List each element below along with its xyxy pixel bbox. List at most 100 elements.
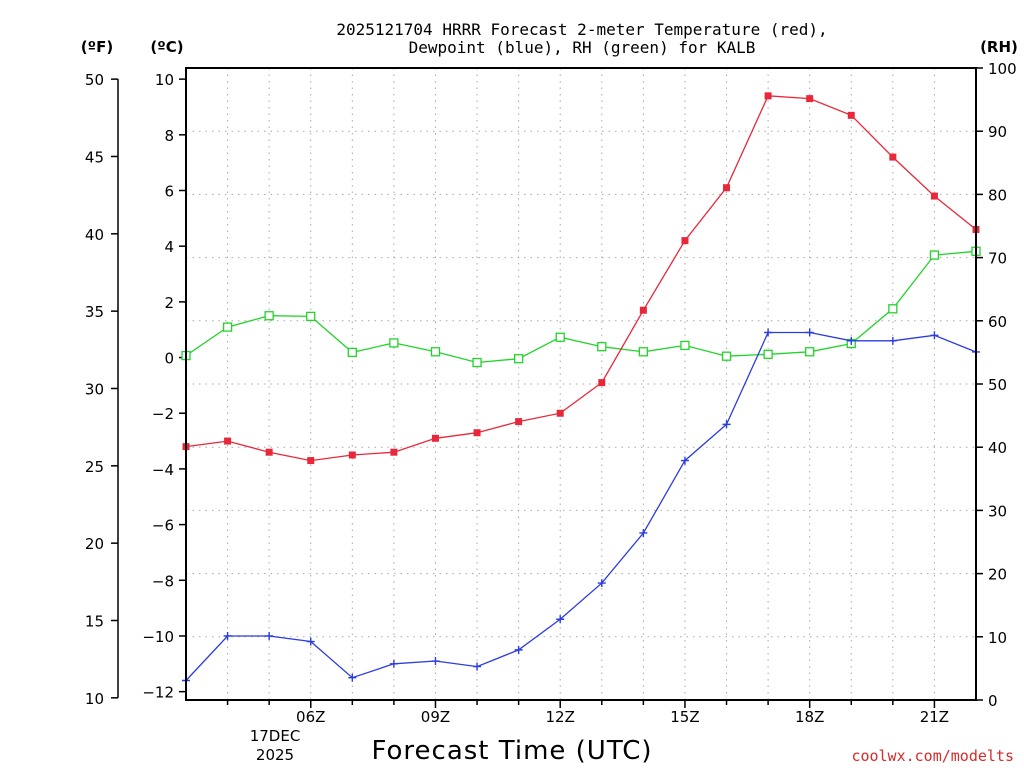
x-tick-label: 21Z xyxy=(920,708,949,726)
fahrenheit-tick-label: 10 xyxy=(85,690,104,708)
rh-point xyxy=(680,340,690,351)
temperature-point xyxy=(515,418,523,426)
fahrenheit-tick-label: 35 xyxy=(85,303,104,321)
temperature-point xyxy=(431,434,439,442)
date-label-day: 17DEC xyxy=(250,727,301,745)
celsius-tick-label: −10 xyxy=(142,628,174,646)
rh-point xyxy=(264,311,274,321)
rh-tick-label: 90 xyxy=(988,123,1007,141)
credit-text: coolwx.com/modelts xyxy=(851,747,1014,765)
rh-point xyxy=(638,347,649,357)
celsius-tick-label: −2 xyxy=(152,405,174,423)
dewpoint-point xyxy=(722,420,731,429)
fahrenheit-unit-label: (ºF) xyxy=(81,38,113,56)
dewpoint-line xyxy=(185,331,977,681)
dewpoint-point xyxy=(847,336,856,345)
temperature-point xyxy=(889,153,897,161)
rh-point xyxy=(222,322,233,332)
fahrenheit-tick-label: 25 xyxy=(85,458,104,476)
dewpoint-point xyxy=(805,328,814,337)
celsius-tick-label: 8 xyxy=(164,127,174,145)
chart-title-line-2: Dewpoint (blue), RH (green) for KALB xyxy=(409,38,756,57)
celsius-tick-label: 10 xyxy=(155,71,174,89)
celsius-tick-label: 0 xyxy=(164,350,174,368)
x-axis-title: Forecast Time (UTC) xyxy=(371,736,652,766)
temperature-point xyxy=(390,448,398,456)
rh-point xyxy=(389,338,399,348)
rh-tick-label: 100 xyxy=(988,60,1017,78)
rh-point xyxy=(513,354,524,364)
grid-lines xyxy=(186,68,976,700)
fahrenheit-tick-label: 15 xyxy=(85,612,104,630)
x-tick-label: 18Z xyxy=(795,708,824,726)
dewpoint-point xyxy=(597,579,606,588)
fahrenheit-axis: 50 45 40 35 30 25 20 15 10 xyxy=(85,71,119,708)
plot-series xyxy=(181,92,981,685)
celsius-axis: 10 8 6 4 2 0 −2 −4 −6 −8 −10 −12 xyxy=(142,71,186,702)
temperature-point xyxy=(556,409,564,417)
celsius-tick-label: −8 xyxy=(152,572,174,590)
dewpoint-point xyxy=(265,631,274,640)
dewpoint-point xyxy=(348,673,357,682)
celsius-tick-label: −4 xyxy=(152,461,174,479)
celsius-tick-label: 4 xyxy=(164,238,174,256)
temperature-point xyxy=(639,306,647,314)
dewpoint-point xyxy=(473,662,482,671)
rh-tick-label: 50 xyxy=(988,376,1007,394)
temperature-point xyxy=(723,184,731,192)
rh-point xyxy=(347,347,357,358)
chart-title-line-1: 2025121704 HRRR Forecast 2-meter Tempera… xyxy=(336,20,827,39)
temperature-point xyxy=(598,379,606,387)
rh-tick-label: 80 xyxy=(988,186,1007,204)
rh-tick-label: 30 xyxy=(988,502,1007,520)
celsius-tick-label: −6 xyxy=(152,517,174,535)
temperature-point xyxy=(681,237,689,245)
temperature-point xyxy=(224,437,232,445)
rh-tick-label: 0 xyxy=(988,692,998,710)
celsius-tick-label: 2 xyxy=(164,294,174,312)
fahrenheit-tick-label: 45 xyxy=(85,148,104,166)
temperature-point xyxy=(930,192,938,200)
rh-point xyxy=(430,347,441,357)
rh-unit-label: (RH) xyxy=(980,38,1018,56)
dewpoint-point xyxy=(514,645,523,654)
dewpoint-point xyxy=(930,331,939,340)
fahrenheit-tick-label: 50 xyxy=(85,71,104,89)
rh-point xyxy=(721,351,732,361)
rh-tick-label: 20 xyxy=(988,566,1007,584)
temperature-point xyxy=(847,111,855,119)
rh-point xyxy=(888,304,898,314)
rh-point xyxy=(929,250,940,260)
x-tick-label: 06Z xyxy=(296,708,325,726)
celsius-unit-label: (ºC) xyxy=(150,38,183,56)
temperature-line xyxy=(185,95,977,462)
rh-point xyxy=(306,311,316,322)
dewpoint-point xyxy=(556,615,565,624)
temperature-point xyxy=(307,457,315,465)
dewpoint-point xyxy=(431,657,440,666)
dewpoint-point xyxy=(888,336,897,345)
plot-frame xyxy=(185,67,977,701)
rh-tick-label: 40 xyxy=(988,439,1007,457)
dewpoint-point xyxy=(680,456,689,465)
dewpoint-point xyxy=(639,528,648,537)
dewpoint-point xyxy=(223,631,232,640)
rh-tick-label: 70 xyxy=(988,250,1007,268)
temperature-point xyxy=(473,429,481,437)
dewpoint-point xyxy=(306,637,315,646)
rh-axis: 0 10 20 30 40 50 60 70 80 90 100 xyxy=(976,60,1017,710)
date-label-year: 2025 xyxy=(256,746,294,764)
x-tick-label: 12Z xyxy=(546,708,575,726)
temperature-point xyxy=(348,451,356,459)
fahrenheit-tick-label: 30 xyxy=(85,380,104,398)
temperature-point xyxy=(764,92,772,100)
dewpoint-point xyxy=(764,328,773,337)
celsius-tick-label: −12 xyxy=(142,684,174,702)
x-tick-label: 15Z xyxy=(670,708,699,726)
rh-point xyxy=(472,357,482,368)
x-axis: 06Z 09Z 12Z 15Z 18Z 21Z xyxy=(226,700,949,726)
rh-point xyxy=(763,349,773,359)
fahrenheit-tick-label: 20 xyxy=(85,535,104,553)
dewpoint-point xyxy=(389,659,398,668)
